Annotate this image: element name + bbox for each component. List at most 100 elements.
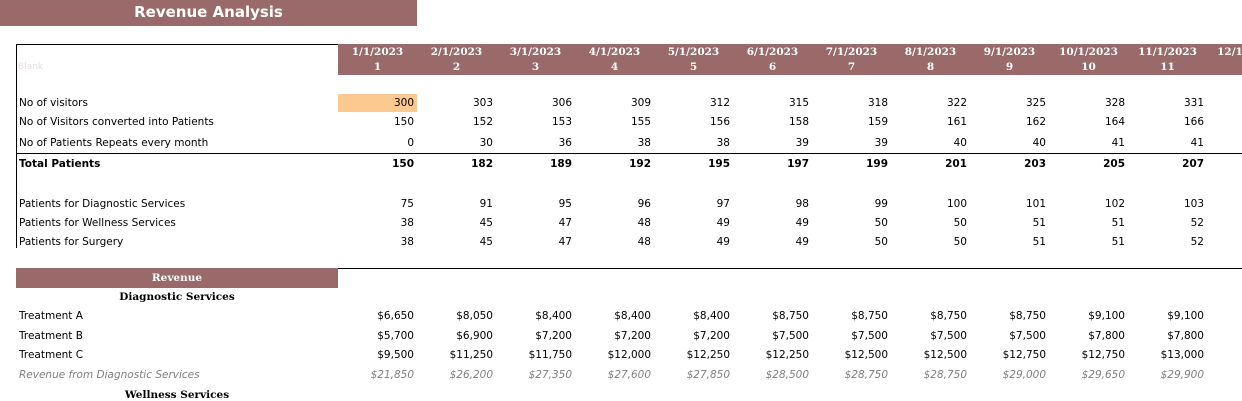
cell: 51 — [1032, 236, 1046, 248]
cell: $6,650 — [377, 310, 414, 322]
period-number: 6 — [768, 61, 777, 73]
cell: 150 — [393, 116, 414, 128]
cell: $28,750 — [923, 369, 967, 382]
date-header: 11/1/2023 — [1138, 46, 1197, 58]
date-header: 3/1/2023 — [509, 46, 562, 58]
cell: 156 — [709, 116, 730, 128]
period-number: 3 — [531, 61, 540, 73]
cell: 75 — [400, 198, 414, 210]
cell: 0 — [407, 137, 414, 149]
cell: 201 — [945, 158, 967, 170]
cell: 328 — [1104, 97, 1125, 109]
cell: $28,500 — [765, 369, 809, 382]
cell: 164 — [1104, 116, 1125, 128]
cell: $12,250 — [686, 349, 730, 362]
row-label: Treatment B — [19, 329, 83, 342]
rule — [16, 44, 17, 248]
cell: 50 — [953, 236, 967, 248]
cell: 40 — [1032, 137, 1046, 149]
cell: 155 — [630, 116, 651, 128]
cell: 45 — [479, 217, 493, 229]
date-header: 10/1/2023 — [1059, 46, 1118, 58]
cell: 192 — [629, 158, 651, 170]
cell: $6,900 — [456, 329, 493, 342]
cell: 47 — [558, 236, 572, 248]
cell: $29,000 — [1002, 369, 1046, 382]
period-number: 10 — [1081, 61, 1096, 73]
cell: 48 — [637, 217, 651, 229]
cell: 99 — [874, 198, 888, 210]
cell: 52 — [1190, 236, 1204, 248]
cell: $21,850 — [370, 369, 414, 382]
cell: 103 — [1183, 198, 1204, 210]
cell: 96 — [637, 198, 651, 210]
cell: $8,400 — [535, 310, 572, 322]
cell: $28,750 — [844, 369, 888, 382]
cell: $7,800 — [1167, 329, 1204, 342]
cell: 322 — [946, 97, 967, 109]
cell: $7,200 — [535, 329, 572, 342]
cell: 38 — [400, 236, 414, 248]
cell: 41 — [1111, 137, 1125, 149]
cell: 205 — [1103, 158, 1125, 170]
period-number: 8 — [926, 61, 935, 73]
rule — [16, 153, 1242, 154]
cell: 41 — [1190, 137, 1204, 149]
input-cell — [338, 94, 417, 112]
cell: 189 — [550, 158, 572, 170]
cell: $12,000 — [607, 349, 651, 362]
cell: $8,400 — [693, 310, 730, 322]
rule — [16, 268, 1242, 269]
row-label: Treatment A — [19, 310, 83, 322]
cell: $7,500 — [1009, 329, 1046, 342]
cell: 51 — [1032, 217, 1046, 229]
cell: $29,900 — [1160, 369, 1204, 382]
cell: 331 — [1183, 97, 1204, 109]
date-header: 7/1/2023 — [825, 46, 878, 58]
date-header: 9/1/2023 — [983, 46, 1036, 58]
cell: $27,350 — [528, 369, 572, 382]
section-header: Revenue — [151, 272, 203, 284]
revenue-band — [16, 268, 338, 288]
cell: 39 — [795, 137, 809, 149]
cell: $26,200 — [449, 369, 493, 382]
cell: $8,050 — [456, 310, 493, 322]
cell: 101 — [1025, 198, 1046, 210]
date-header: 6/1/2023 — [746, 46, 799, 58]
period-number: 4 — [610, 61, 619, 73]
period-number: 9 — [1005, 61, 1014, 73]
cell: 159 — [867, 116, 888, 128]
cell: 47 — [558, 217, 572, 229]
period-number: 11 — [1160, 61, 1175, 73]
cell: $12,750 — [1002, 349, 1046, 362]
cell: 195 — [708, 158, 730, 170]
cell: 182 — [471, 158, 493, 170]
period-number: 7 — [847, 61, 856, 73]
cell: 48 — [637, 236, 651, 248]
cell: 166 — [1183, 116, 1204, 128]
cell: 203 — [1024, 158, 1046, 170]
cell: $27,600 — [607, 369, 651, 382]
cell: $8,750 — [930, 310, 967, 322]
cell: 50 — [874, 236, 888, 248]
cell: 49 — [716, 217, 730, 229]
blank-label: Blank — [18, 62, 44, 72]
cell: 36 — [558, 137, 572, 149]
date-band — [338, 44, 1242, 75]
date-header: 5/1/2023 — [667, 46, 720, 58]
cell: 38 — [400, 217, 414, 229]
cell: $12,500 — [844, 349, 888, 362]
period-number: 1 — [373, 61, 382, 73]
cell: 39 — [874, 137, 888, 149]
cell: $11,250 — [449, 349, 493, 362]
row-label: No of Visitors converted into Patients — [19, 116, 214, 128]
cell: 102 — [1104, 198, 1125, 210]
date-header: 4/1/2023 — [588, 46, 641, 58]
cell: $7,200 — [614, 329, 651, 342]
cell: $7,800 — [1088, 329, 1125, 342]
row-label: Treatment C — [19, 349, 84, 362]
cell: $7,500 — [772, 329, 809, 342]
cell: $7,200 — [693, 329, 730, 342]
title-bar — [0, 0, 417, 26]
